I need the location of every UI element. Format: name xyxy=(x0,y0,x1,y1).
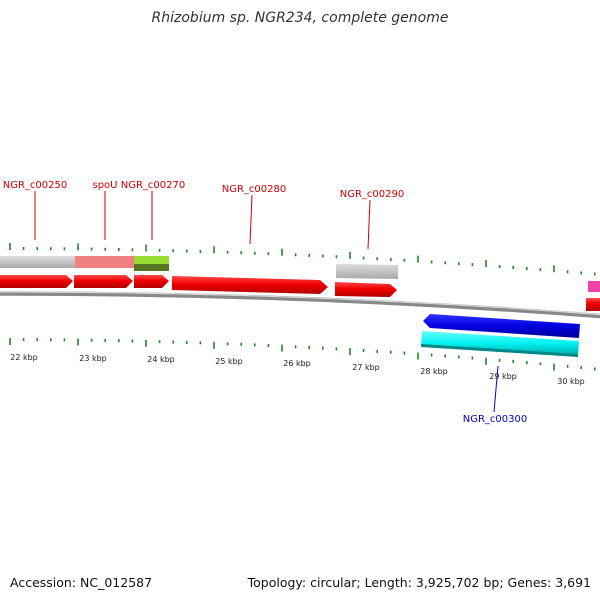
gene-label-ngr-c00290: NGR_c00290 xyxy=(340,189,405,200)
cds-arrow-5 xyxy=(335,282,397,297)
kbp-label-25: 25 kbp xyxy=(215,357,243,366)
genome-backbone xyxy=(0,291,600,319)
cds-arrow-3 xyxy=(134,275,169,288)
gene-feature-ngr-c00270-lower xyxy=(134,264,169,271)
gene-label-ngr-c00300: NGR_c00300 xyxy=(463,414,528,425)
kbp-label-28: 28 kbp xyxy=(420,367,448,376)
gene-feature-ngr-c00290 xyxy=(336,264,398,279)
kbp-label-27: 27 kbp xyxy=(352,363,380,372)
map-title: Rhizobium sp. NGR234, complete genome xyxy=(151,10,449,26)
kbp-label-30: 30 kbp xyxy=(557,377,585,386)
tick-row-bottom xyxy=(9,338,596,371)
gene-label-ngr-c00280: NGR_c00280 xyxy=(222,184,287,195)
kbp-scale-labels: 22 kbp 23 kbp 24 kbp 25 kbp 26 kbp 27 kb… xyxy=(10,353,585,386)
gene-feature-grey xyxy=(0,256,75,268)
genome-backbone-highlight xyxy=(0,291,600,316)
gene-feature-ngr-c00300-edge xyxy=(421,344,578,357)
leader-line-ngr-c00300 xyxy=(493,365,499,413)
kbp-label-23: 23 kbp xyxy=(79,354,107,363)
gene-feature-magenta xyxy=(588,281,600,292)
cds-arrow-1 xyxy=(0,275,73,288)
kbp-label-24: 24 kbp xyxy=(147,355,175,364)
gene-feature-ngr-c00270 xyxy=(134,256,169,265)
cds-arrow-2 xyxy=(74,275,133,288)
tick-row-top xyxy=(9,243,596,276)
leader-line-ngr-c00290 xyxy=(367,199,371,250)
gene-feature-spoU xyxy=(75,256,134,268)
kbp-label-22: 22 kbp xyxy=(10,353,38,362)
cds-arrow-6 xyxy=(586,298,600,311)
kbp-label-26: 26 kbp xyxy=(283,359,311,368)
gene-label-ngr-c00250: NGR_c00250 xyxy=(3,180,68,191)
accession-text: Accession: NC_012587 xyxy=(10,575,153,590)
topology-text: Topology: circular; Length: 3,925,702 bp… xyxy=(247,575,591,590)
gene-feature-ngr-c00300 xyxy=(421,331,579,356)
cds-arrow-4 xyxy=(172,276,328,294)
cds-arrow-reverse-blue xyxy=(423,314,580,338)
leader-line-ngr-c00280 xyxy=(249,194,253,245)
gene-label-ngr-c00270: NGR_c00270 xyxy=(121,180,186,191)
kbp-label-29: 29 kbp xyxy=(489,372,517,381)
gene-label-spou: spoU xyxy=(93,180,118,191)
